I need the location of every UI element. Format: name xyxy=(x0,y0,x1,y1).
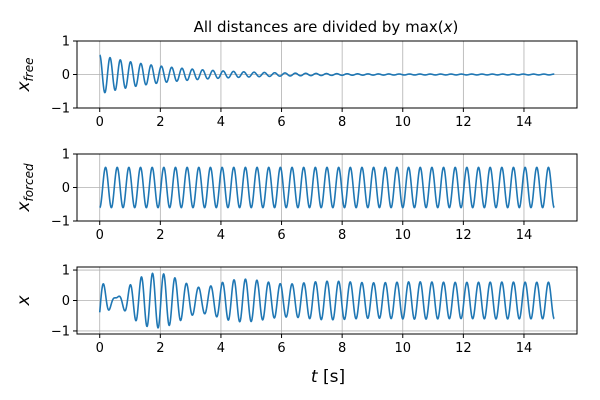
x-tick-label: 14 xyxy=(516,115,533,130)
y-tick-label: 1 xyxy=(62,264,70,279)
x-tick-label: 8 xyxy=(338,115,346,130)
x-tick-label: 10 xyxy=(394,228,411,243)
y-tick-label: 0 xyxy=(62,294,70,309)
y-axis-label: xfree xyxy=(14,58,36,93)
x-tick-label: 0 xyxy=(96,341,104,356)
x-tick-label: 12 xyxy=(455,228,472,243)
y-tick-label: −1 xyxy=(51,215,70,230)
x-tick-label: 6 xyxy=(277,341,285,356)
x-axis-label: t [s] xyxy=(311,367,345,387)
x-tick-label: 14 xyxy=(516,228,533,243)
x-tick-label: 8 xyxy=(338,228,346,243)
series-line xyxy=(99,54,555,94)
x-tick-label: 12 xyxy=(455,115,472,130)
x-tick-label: 0 xyxy=(96,228,104,243)
subplot-3: 0 2 4 6 8 10 12 14 −1 0 1 x xyxy=(14,264,578,356)
y-tick-label: 1 xyxy=(62,35,70,50)
x-tick-label: 12 xyxy=(455,341,472,356)
x-tick-label: 2 xyxy=(156,228,164,243)
x-tick-label: 4 xyxy=(217,341,225,356)
x-tick-label: 2 xyxy=(156,341,164,356)
y-tick-label: 0 xyxy=(62,68,70,83)
series-line xyxy=(98,272,555,329)
figure-title: All distances are divided by max(x) xyxy=(194,18,459,36)
x-tick-label: 6 xyxy=(277,115,285,130)
x-tick-label: 0 xyxy=(96,115,104,130)
y-axis-label: xforced xyxy=(14,163,36,213)
y-tick-label: −1 xyxy=(51,324,70,339)
x-tick-label: 8 xyxy=(338,341,346,356)
x-tick-label: 4 xyxy=(217,115,225,130)
x-tick-label: 10 xyxy=(394,115,411,130)
subplot-2: 0 2 4 6 8 10 12 14 −1 0 1 xforced xyxy=(14,148,578,243)
y-tick-label: 1 xyxy=(62,148,70,163)
y-tick-label: −1 xyxy=(51,102,70,117)
y-axis-label: x xyxy=(14,295,34,307)
x-tick-label: 14 xyxy=(516,341,533,356)
y-tick-label: 0 xyxy=(62,181,70,196)
x-tick-label: 6 xyxy=(277,228,285,243)
subplot-1: 0 2 4 6 8 10 12 14 −1 0 1 xfree xyxy=(14,35,578,130)
x-tick-label: 4 xyxy=(217,228,225,243)
series-line xyxy=(99,166,555,209)
x-tick-label: 10 xyxy=(394,341,411,356)
x-tick-label: 2 xyxy=(156,115,164,130)
